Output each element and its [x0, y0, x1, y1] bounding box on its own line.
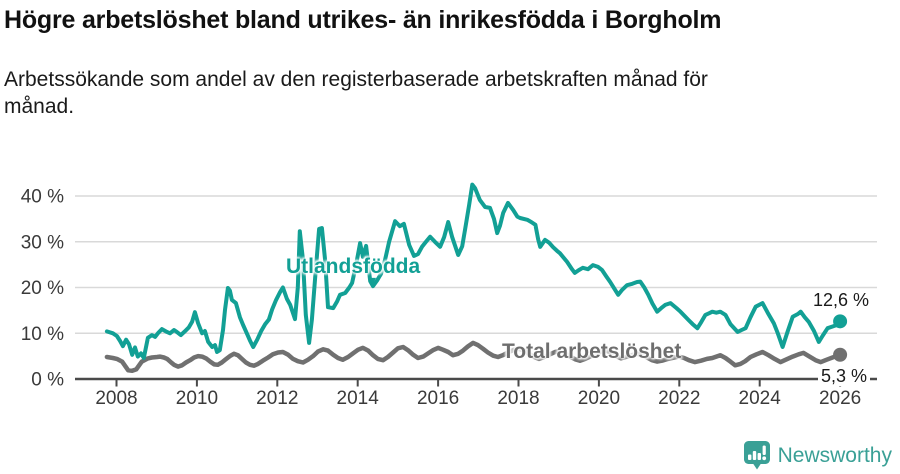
x-tick-label: 2018 [497, 388, 539, 409]
y-tick-label: 10 % [21, 324, 64, 345]
chart-title: Högre arbetslöshet bland utrikes- än inr… [4, 6, 722, 34]
x-tick-label: 2016 [417, 388, 459, 409]
x-tick-label: 2012 [256, 388, 298, 409]
y-tick-label: 40 % [21, 187, 64, 208]
x-tick-label: 2026 [819, 388, 861, 409]
y-tick-label: 30 % [21, 232, 64, 253]
y-tick-label: 0 % [31, 370, 64, 391]
arrow-down-icon: ▾ [369, 272, 377, 288]
series-label-total-arbetsloshet: Total arbetslöshet [502, 340, 682, 363]
end-value-label-total: 5,3 % [818, 367, 871, 386]
chart-subtitle: Arbetssökande som andel av den registerb… [4, 68, 708, 119]
y-tick-label: 20 % [21, 278, 64, 299]
series-line-total-arbetsl-shet [104, 340, 843, 374]
x-tick-label: 2008 [95, 388, 137, 409]
x-tick-label: 2010 [176, 388, 218, 409]
x-tick-label: 2020 [578, 388, 620, 409]
x-tick-label: 2022 [658, 388, 700, 409]
end-dot-utlandsf-dda [833, 314, 848, 329]
series-label-utlandsfodda: Utlandsfödda [286, 255, 421, 278]
end-value-label-utlandsfodda: 12,6 % [812, 290, 870, 310]
newsworthy-logo-text: Newsworthy [777, 443, 892, 467]
series-line-utlandsf-dda [104, 182, 843, 360]
newsworthy-bubble-chart-icon [743, 441, 770, 470]
x-tick-label: 2014 [337, 388, 380, 409]
x-tick-label: 2024 [739, 388, 782, 409]
end-dot-total-arbetsl-shet [833, 347, 848, 362]
newsworthy-logo: Newsworthy [743, 440, 892, 470]
